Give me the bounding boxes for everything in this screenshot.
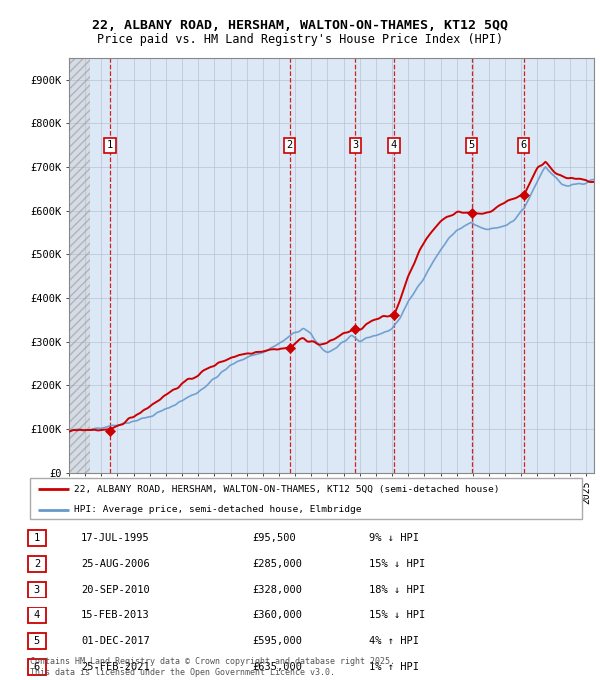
Text: 6: 6 xyxy=(521,140,527,150)
FancyBboxPatch shape xyxy=(28,659,46,675)
Text: 15% ↓ HPI: 15% ↓ HPI xyxy=(369,559,425,568)
Text: 1: 1 xyxy=(34,533,40,543)
FancyBboxPatch shape xyxy=(28,633,46,649)
Text: 9% ↓ HPI: 9% ↓ HPI xyxy=(369,533,419,543)
Bar xyxy=(69,58,90,473)
Text: 2: 2 xyxy=(34,559,40,568)
Text: 25-AUG-2006: 25-AUG-2006 xyxy=(81,559,150,568)
FancyBboxPatch shape xyxy=(30,478,582,519)
Text: 01-DEC-2017: 01-DEC-2017 xyxy=(81,636,150,646)
Text: 1% ↑ HPI: 1% ↑ HPI xyxy=(369,662,419,672)
Text: Price paid vs. HM Land Registry's House Price Index (HPI): Price paid vs. HM Land Registry's House … xyxy=(97,33,503,46)
Text: 6: 6 xyxy=(34,662,40,672)
FancyBboxPatch shape xyxy=(28,607,46,624)
Text: 4: 4 xyxy=(391,140,397,150)
Text: 3: 3 xyxy=(352,140,358,150)
Bar xyxy=(69,58,90,473)
Text: £635,000: £635,000 xyxy=(252,662,302,672)
Text: £360,000: £360,000 xyxy=(252,611,302,620)
Text: 22, ALBANY ROAD, HERSHAM, WALTON-ON-THAMES, KT12 5QQ: 22, ALBANY ROAD, HERSHAM, WALTON-ON-THAM… xyxy=(92,19,508,32)
FancyBboxPatch shape xyxy=(28,556,46,572)
Text: 5: 5 xyxy=(469,140,475,150)
Text: 25-FEB-2021: 25-FEB-2021 xyxy=(81,662,150,672)
Text: 2: 2 xyxy=(286,140,293,150)
Bar xyxy=(69,58,90,473)
FancyBboxPatch shape xyxy=(28,581,46,598)
Text: £95,500: £95,500 xyxy=(252,533,296,543)
Text: 1: 1 xyxy=(107,140,113,150)
Text: 15% ↓ HPI: 15% ↓ HPI xyxy=(369,611,425,620)
FancyBboxPatch shape xyxy=(28,530,46,546)
Text: £595,000: £595,000 xyxy=(252,636,302,646)
Text: 3: 3 xyxy=(34,585,40,594)
Text: 17-JUL-1995: 17-JUL-1995 xyxy=(81,533,150,543)
Text: 18% ↓ HPI: 18% ↓ HPI xyxy=(369,585,425,594)
Text: 20-SEP-2010: 20-SEP-2010 xyxy=(81,585,150,594)
Text: 15-FEB-2013: 15-FEB-2013 xyxy=(81,611,150,620)
Text: HPI: Average price, semi-detached house, Elmbridge: HPI: Average price, semi-detached house,… xyxy=(74,505,362,514)
Text: £328,000: £328,000 xyxy=(252,585,302,594)
Text: £285,000: £285,000 xyxy=(252,559,302,568)
Text: 4: 4 xyxy=(34,611,40,620)
Text: 5: 5 xyxy=(34,636,40,646)
Text: 22, ALBANY ROAD, HERSHAM, WALTON-ON-THAMES, KT12 5QQ (semi-detached house): 22, ALBANY ROAD, HERSHAM, WALTON-ON-THAM… xyxy=(74,485,500,494)
Text: 4% ↑ HPI: 4% ↑ HPI xyxy=(369,636,419,646)
Text: Contains HM Land Registry data © Crown copyright and database right 2025.
This d: Contains HM Land Registry data © Crown c… xyxy=(30,657,395,677)
